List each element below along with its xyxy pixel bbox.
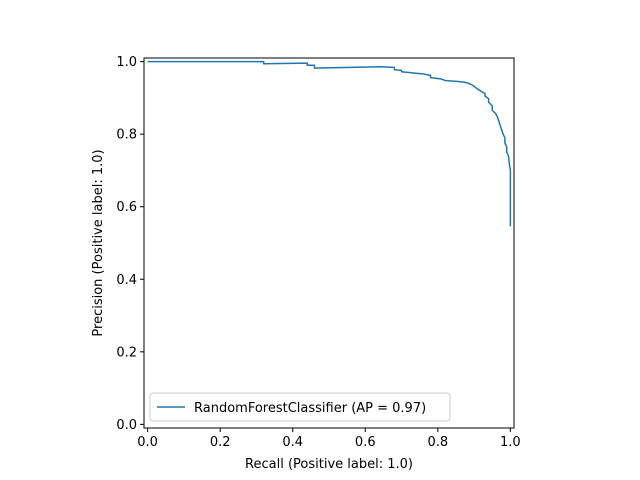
x-tick-label: 0.8 (427, 435, 448, 450)
series-line (147, 60, 512, 227)
y-tick-label: 1.0 (116, 55, 137, 70)
x-axis-title: Recall (Positive label: 1.0) (245, 457, 413, 472)
y-tick-label: 0.2 (116, 345, 137, 360)
x-axis-ticks: 0.0 0.2 0.4 0.6 0.8 1.0 (137, 428, 521, 450)
y-tick-label: 0.0 (116, 418, 137, 433)
x-tick-label: 0.0 (137, 435, 158, 450)
y-tick-label: 0.6 (116, 200, 137, 215)
y-axis-title: Precision (Positive label: 1.0) (91, 149, 106, 336)
x-tick-label: 1.0 (500, 435, 521, 450)
y-tick-label: 0.4 (116, 273, 137, 288)
legend-label: RandomForestClassifier (AP = 0.97) (194, 401, 426, 416)
x-tick-label: 0.6 (355, 435, 376, 450)
x-tick-label: 0.4 (282, 435, 303, 450)
legend-box (149, 392, 451, 422)
y-tick-label: 0.8 (116, 128, 137, 143)
plot-frame (143, 57, 515, 429)
x-tick-label: 0.2 (210, 435, 231, 450)
y-axis-ticks: 0.0 0.2 0.4 0.6 0.8 1.0 (116, 55, 144, 433)
legend: RandomForestClassifier (AP = 0.97) (149, 392, 451, 422)
